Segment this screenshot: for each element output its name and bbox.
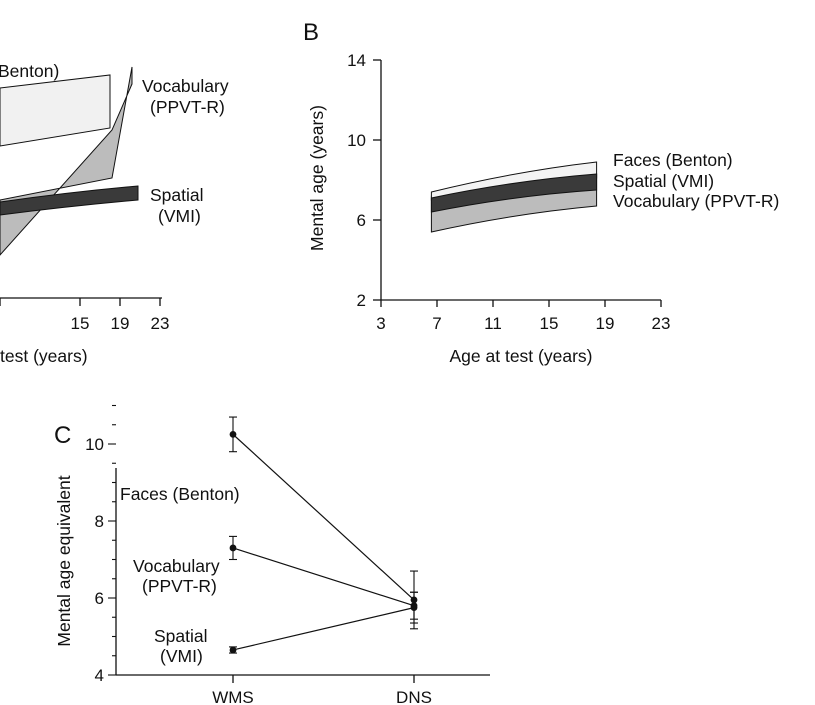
- panel-c-line-spatial-vmi: [232, 607, 415, 651]
- panel-b-series-label-spatial: Spatial (VMI): [613, 171, 714, 191]
- panel-b-letter: B: [303, 19, 319, 46]
- panel-b-x-tick-label-11: 11: [484, 314, 502, 333]
- panel-c-line-vocabulary-ppvt-r: [232, 547, 415, 607]
- panel-a-x-tick-label-23: 23: [151, 314, 170, 333]
- panel-a-band-spatial-vmi: [0, 185, 139, 216]
- panel-b-x-tick-label-7: 7: [432, 314, 441, 333]
- panel-a-x-label: test (years): [0, 346, 88, 366]
- panel-c-series-label-faces: Faces (Benton): [120, 484, 240, 504]
- panel-c-point-spatial-vmi-dns: [410, 604, 418, 612]
- panel-b-x-tick-label-3: 3: [376, 314, 385, 333]
- panel-c-y-tick-label-10: 10: [85, 435, 104, 454]
- panel-a-series-label-spatial-line1: Spatial: [150, 185, 204, 205]
- panel-b-y-tick-label-10: 10: [347, 131, 366, 150]
- panel-c-point-spatial-vmi-wms: [229, 646, 237, 654]
- panel-a-bands: [0, 66, 139, 256]
- panel-c-x-tick-label-wms: WMS: [212, 688, 254, 705]
- panel-c-line-faces-benton: [232, 433, 415, 601]
- panel-a: 15 19 23 test (years) Benton) Vocabulary (…: [0, 61, 229, 366]
- panel-b-series-label-faces: Faces (Benton): [613, 150, 733, 170]
- panel-c-y-tick-label-4: 4: [95, 666, 104, 685]
- panel-a-x-tick-label-19: 19: [111, 314, 130, 333]
- panel-a-series-label-faces: Benton): [0, 61, 59, 81]
- panel-b-band-spatial-vmi: [430, 173, 598, 213]
- panel-c-y-tick-label-6: 6: [95, 589, 104, 608]
- panel-a-x-ticks: 15 19 23: [0, 298, 169, 333]
- panel-b-y-tick-label-14: 14: [347, 51, 366, 70]
- panel-c-series: [229, 416, 418, 654]
- panel-c-point-faces-benton-wms: [229, 430, 237, 438]
- panel-a-band-benton: [0, 74, 111, 147]
- panel-c-x-tick-label-dns: DNS: [396, 688, 432, 705]
- panel-a-series-label-spatial-line2: (VMI): [158, 206, 201, 226]
- panel-c-ticks: 4 6 8 10 WMS DNS: [85, 404, 432, 705]
- panel-c-series-label-vocabulary-line2: (PPVT-R): [142, 576, 217, 596]
- panel-c-y-label: Mental age equivalent: [54, 475, 74, 646]
- panel-a-series-label-vocabulary-line2: (PPVT-R): [150, 97, 225, 117]
- panel-b-x-label: Age at test (years): [450, 346, 593, 366]
- panel-b-y-tick-label-2: 2: [357, 291, 366, 310]
- panel-c-series-label-spatial-line1: Spatial: [154, 626, 208, 646]
- panel-c-series-label-spatial-line2: (VMI): [160, 646, 203, 666]
- panel-b-x-tick-label-15: 15: [540, 314, 559, 333]
- panel-c-letter: C: [54, 422, 71, 449]
- panel-b-bands: [430, 161, 598, 233]
- panel-c: C 4 6 8 10 WMS DNS Mental age equivalent Face…: [54, 404, 490, 705]
- panel-a-x-tick-label-15: 15: [71, 314, 90, 333]
- panel-c-y-tick-label-8: 8: [95, 512, 104, 531]
- panel-a-series-label-vocabulary-line1: Vocabulary: [142, 76, 229, 96]
- panel-b-y-label: Mental age (years): [307, 105, 327, 251]
- panel-b-series-label-vocabulary: Vocabulary (PPVT-R): [613, 191, 779, 211]
- panel-b-y-tick-label-6: 6: [357, 211, 366, 230]
- panel-c-point-vocabulary-ppvt-r-wms: [229, 544, 237, 552]
- panel-b: B 3 7 11 15 19 23 2 6 10 14 Age at test (years) M…: [303, 19, 779, 366]
- panel-b-x-tick-label-23: 23: [652, 314, 671, 333]
- panel-b-x-tick-label-19: 19: [596, 314, 615, 333]
- panel-b-ticks: 3 7 11 15 19 23 2 6 10 14: [347, 51, 670, 333]
- panel-c-series-label-vocabulary-line1: Vocabulary: [133, 556, 220, 576]
